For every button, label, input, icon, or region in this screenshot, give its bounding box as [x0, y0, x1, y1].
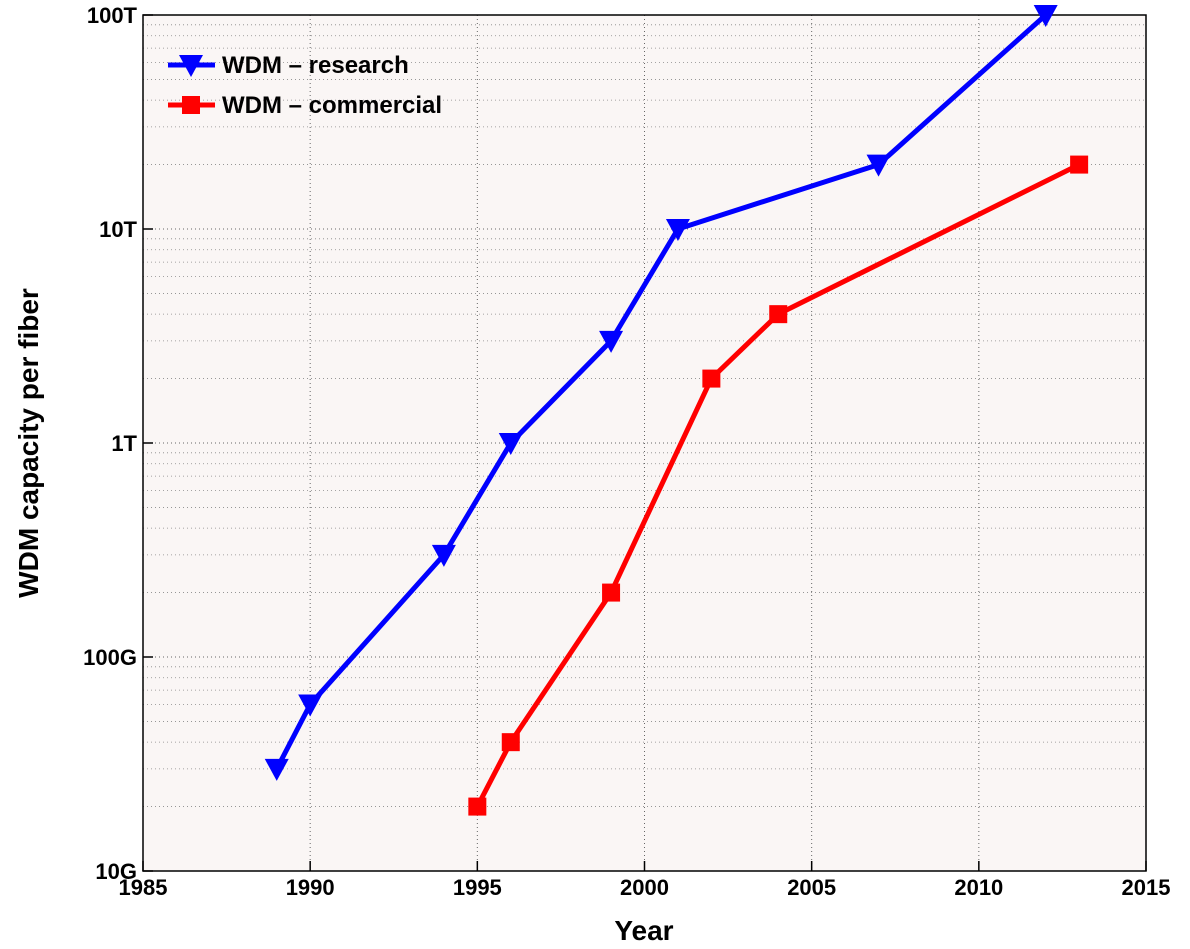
x-tick-label: 2005	[787, 875, 836, 900]
marker	[431, 544, 456, 567]
marker	[602, 583, 621, 602]
marker	[866, 154, 891, 177]
x-tick-label: 2015	[1122, 875, 1171, 900]
legend-label: WDM – commercial	[222, 92, 442, 119]
x-tick-label: 2000	[620, 875, 669, 900]
marker	[665, 219, 690, 241]
x-tick-label: 1990	[286, 875, 335, 900]
y-tick-label: 100G	[83, 645, 137, 670]
marker	[702, 369, 721, 388]
y-tick-label: 10G	[95, 859, 137, 884]
x-axis-label: Year	[614, 915, 673, 946]
legend-marker	[182, 96, 200, 114]
legend-marker	[179, 55, 203, 77]
marker	[1070, 155, 1089, 174]
x-tick-label: 1995	[453, 875, 502, 900]
marker	[498, 433, 523, 455]
marker	[769, 305, 788, 324]
series-line	[475, 162, 1081, 808]
y-axis-label: WDM capacity per fiber	[13, 288, 44, 598]
marker	[298, 694, 323, 717]
plot-frame	[142, 14, 1147, 872]
legend-label: WDM – research	[222, 52, 409, 79]
y-tick-label: 1T	[111, 431, 137, 456]
marker	[599, 330, 624, 353]
x-tick-label: 2010	[954, 875, 1003, 900]
marker	[1033, 5, 1058, 27]
marker	[468, 797, 487, 816]
y-tick-label: 10T	[99, 217, 137, 242]
series-line	[274, 13, 1048, 771]
x-tick-label: 1985	[119, 875, 168, 900]
y-tick-label: 100T	[87, 3, 138, 28]
marker	[264, 758, 289, 781]
marker	[501, 733, 520, 752]
